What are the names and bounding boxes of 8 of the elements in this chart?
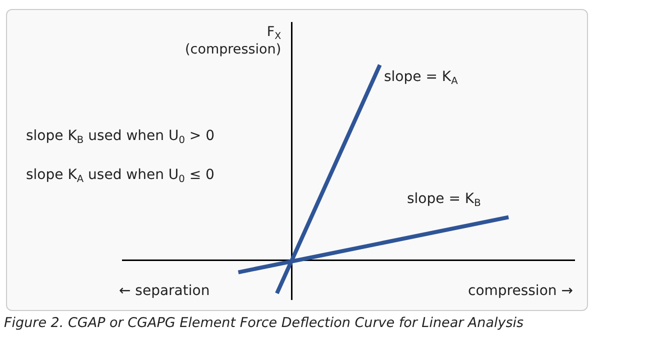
- annotation: compression →: [468, 283, 574, 299]
- text: ← separation: [119, 283, 210, 299]
- series-label: slope = K$_{A}$: [384, 69, 458, 87]
- series-label: slope = K$_{B}$: [407, 191, 482, 209]
- caption: Figure 2. CGAP or CGAPG Element Force Deflection Curve for Linear Analysis: [4, 315, 524, 331]
- y-axis-title: F$_{X}$ (compression): [185, 24, 282, 58]
- text: slope K$_{B}$ used when U$_{0}$ > 0: [26, 128, 214, 146]
- text: slope K$_{A}$ used when U$_{0}$ ≤ 0: [26, 167, 214, 185]
